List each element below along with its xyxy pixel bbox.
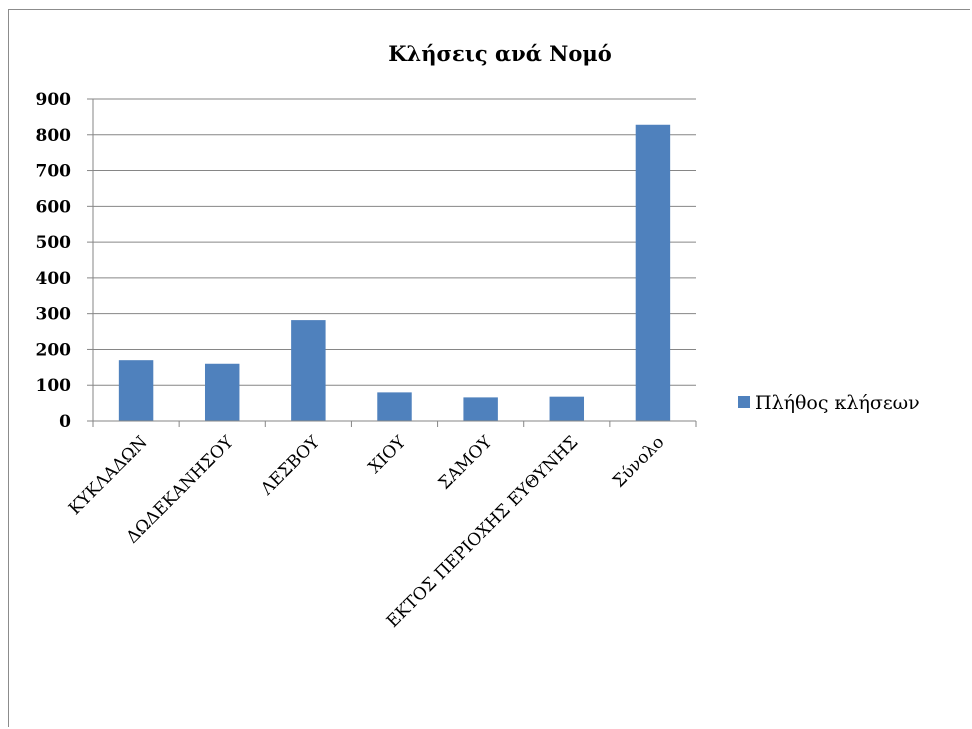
x-tick-label: ΧΙΟΥ bbox=[365, 432, 411, 478]
bar bbox=[463, 397, 498, 421]
y-tick-label: 900 bbox=[36, 90, 72, 110]
x-tick-label: ΕΚΤΟΣ ΠΕΡΙΟΧΗΣ ΕΥΘΥΝΗΣ bbox=[383, 432, 582, 631]
chart-title: Κλήσεις ανά Νομό bbox=[388, 41, 612, 66]
bar bbox=[635, 124, 671, 421]
bar bbox=[118, 360, 154, 421]
y-tick-label: 700 bbox=[36, 162, 72, 182]
bar bbox=[291, 320, 326, 421]
x-tick-label: ΣΑΜΟΥ bbox=[435, 432, 497, 494]
x-tick-label: ΚΥΚΛΑΔΩΝ bbox=[65, 432, 152, 519]
bar bbox=[549, 396, 585, 421]
y-tick-label: 400 bbox=[36, 269, 72, 289]
chart-legend: Πλήθος κλήσεων bbox=[738, 392, 920, 414]
y-tick-label: 300 bbox=[36, 305, 72, 325]
bar bbox=[377, 392, 412, 421]
y-tick-label: 200 bbox=[36, 340, 72, 360]
y-tick-label: 100 bbox=[36, 376, 72, 396]
y-tick-label: 0 bbox=[59, 412, 71, 432]
chart-frame bbox=[8, 9, 970, 727]
y-tick-label: 600 bbox=[36, 197, 72, 217]
y-tick-label: 500 bbox=[36, 233, 72, 253]
x-tick-label: ΛΕΣΒΟΥ bbox=[256, 432, 324, 500]
x-tick-label: Σύνολο bbox=[609, 432, 668, 491]
legend-label: Πλήθος κλήσεων bbox=[755, 392, 920, 414]
y-tick-label: 800 bbox=[36, 126, 72, 146]
bar bbox=[204, 363, 240, 421]
legend-swatch bbox=[738, 396, 750, 408]
